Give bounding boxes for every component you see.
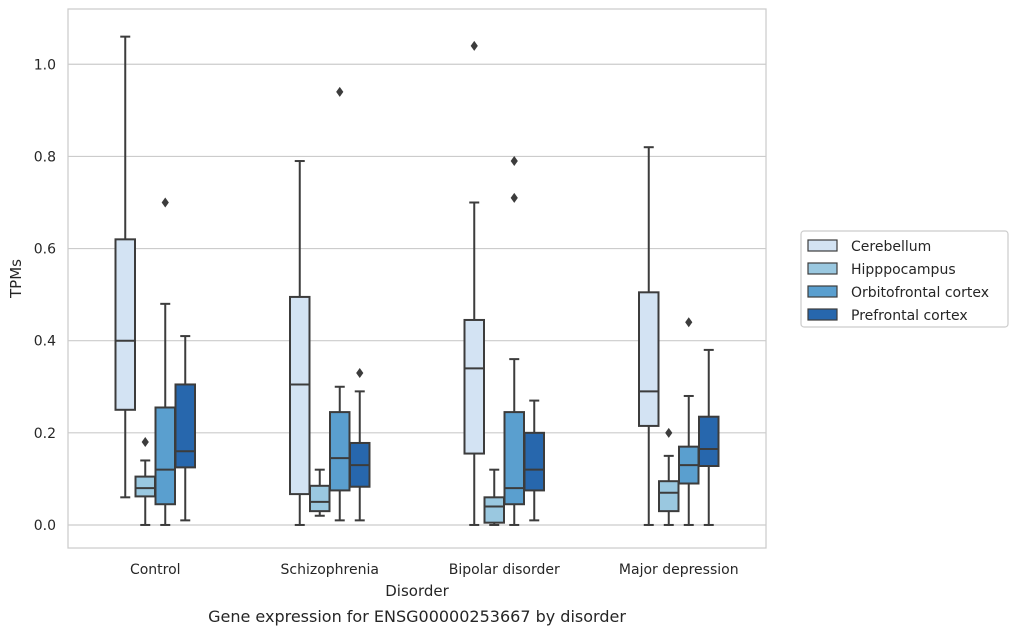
y-tick-labels: 0.0 0.2 0.4 0.6 0.8 1.0 (34, 57, 56, 534)
box-groups (114, 35, 720, 526)
iqr-box (154, 406, 176, 506)
box-cerebellum (638, 146, 660, 526)
box-orbitofrontal-cortex (678, 317, 700, 526)
iqr-box (503, 411, 525, 506)
x-tick-label: Control (130, 562, 181, 578)
outlier-marker (336, 86, 344, 97)
iqr-box (329, 411, 351, 492)
iqr-box (483, 496, 505, 524)
iqr-box (309, 484, 331, 513)
iqr-box (523, 431, 545, 492)
outlier-marker (141, 437, 149, 448)
box-cerebellum (463, 40, 485, 526)
legend-swatch (807, 262, 838, 275)
legend-entry: Orbitofrontal cortex (851, 285, 989, 301)
legend-entry: Cerebellum (851, 239, 931, 255)
box-cerebellum (114, 35, 136, 499)
outlier-marker (510, 192, 518, 203)
y-tick-label: 0.6 (34, 242, 56, 258)
box-orbitofrontal-cortex (154, 197, 176, 526)
outlier-marker (685, 317, 693, 328)
x-axis-label: Disorder (385, 582, 449, 600)
legend-swatch (807, 285, 838, 298)
legend: Cerebellum Hipppocampus Orbitofrontal cort… (800, 230, 1009, 328)
iqr-box (289, 295, 311, 496)
chart-caption: Gene expression for ENSG00000253667 by d… (208, 607, 626, 626)
box-cerebellum (289, 160, 311, 526)
x-tick-label: Schizophrenia (281, 562, 379, 578)
box-orbitofrontal-cortex (503, 156, 525, 526)
iqr-box (658, 480, 680, 513)
outlier-marker (470, 40, 478, 51)
iqr-box (698, 415, 720, 467)
plot-frame (67, 8, 767, 549)
y-tick-label: 0.2 (34, 426, 56, 442)
outlier-marker (665, 427, 673, 438)
box-hipppocampus (134, 437, 156, 526)
y-tick-label: 0.4 (34, 334, 56, 350)
y-tick-label: 1.0 (34, 57, 56, 73)
box-prefrontal-cortex (523, 399, 545, 522)
iqr-box (114, 238, 136, 411)
box-prefrontal-cortex (349, 367, 371, 522)
box-orbitofrontal-cortex (329, 86, 351, 522)
y-tick-label: 0.8 (34, 149, 56, 165)
x-tick-label: Bipolar disorder (449, 562, 560, 578)
iqr-box (463, 318, 485, 455)
iqr-box (174, 383, 196, 469)
iqr-box (134, 475, 156, 498)
box-hipppocampus (483, 468, 505, 526)
box-prefrontal-cortex (174, 335, 196, 522)
outlier-marker (356, 367, 364, 378)
x-tick-labels: Control Schizophrenia Bipolar disorder Majo… (130, 562, 739, 578)
legend-swatch (807, 308, 838, 321)
y-tick-label: 0.0 (34, 518, 56, 534)
x-tick-label: Major depression (619, 562, 739, 578)
iqr-box (638, 291, 660, 427)
legend-swatch (807, 239, 838, 252)
legend-frame (800, 230, 1009, 328)
box-hipppocampus (658, 427, 680, 526)
box-hipppocampus (309, 468, 331, 517)
legend-entry: Prefrontal cortex (851, 308, 968, 324)
y-axis-label: TPMs (7, 259, 25, 299)
box-prefrontal-cortex (698, 348, 720, 526)
legend-entry: Hipppocampus (851, 262, 956, 278)
outlier-marker (510, 156, 518, 167)
outlier-marker (161, 197, 169, 208)
